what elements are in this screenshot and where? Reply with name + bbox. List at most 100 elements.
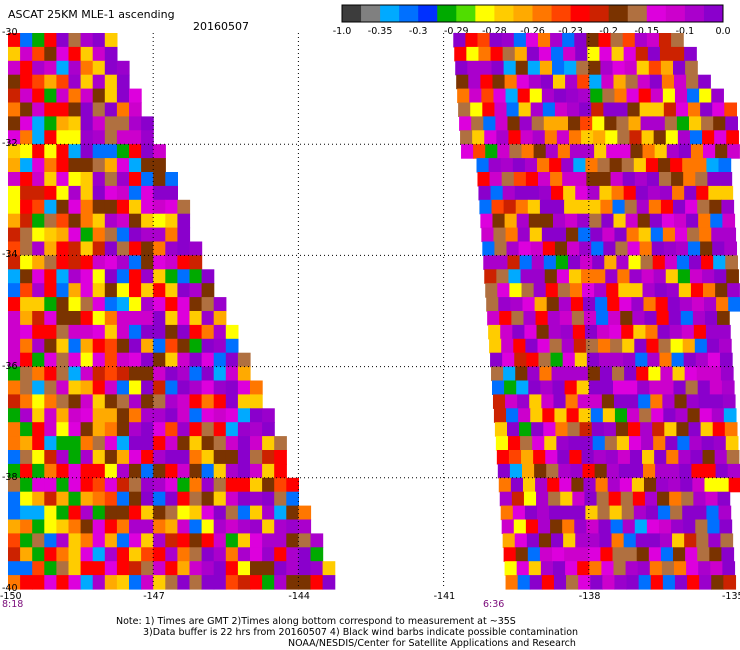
data-cell [472,130,485,145]
data-cell [517,227,531,243]
data-cell [141,185,154,201]
data-cell [497,463,511,479]
data-cell [32,158,45,173]
data-cell [20,185,33,201]
data-cell [262,575,275,590]
data-cell [116,172,130,187]
data-cell [8,74,21,90]
data-cell [8,241,21,256]
data-cell [672,185,685,201]
data-cell [32,172,45,187]
data-cell [573,505,587,521]
data-cell [572,491,586,507]
data-cell [129,380,142,395]
data-cell [237,519,251,534]
data-cell [129,547,142,562]
data-cell [56,199,70,215]
data-cell [104,46,118,62]
data-cell [717,491,731,507]
data-cell [32,561,45,576]
data-cell [237,533,251,548]
data-cell [704,311,718,326]
data-cell [32,227,45,243]
data-cell [8,46,21,62]
data-cell [592,116,605,131]
data-cell [602,408,616,423]
data-cell [456,74,469,90]
data-cell [594,144,607,159]
data-cell [201,450,215,465]
data-cell [20,199,33,215]
data-cell [129,227,142,243]
data-cell [550,519,563,534]
data-cell [597,324,610,340]
data-cell [626,575,640,590]
data-cell [116,130,130,145]
data-cell [522,297,536,312]
data-cell [80,311,94,326]
data-cell [32,505,45,521]
data-cell [20,561,33,576]
data-cell [619,297,632,312]
data-cell [521,283,535,298]
data-cell [92,33,106,48]
data-cell [80,338,94,354]
data-cell [80,436,94,451]
data-cell [189,519,203,534]
data-cell [622,519,636,534]
data-cell [520,130,534,145]
data-cell [618,463,632,479]
data-cell [573,158,587,173]
data-cell [707,352,721,368]
data-cell [680,311,694,326]
data-cell [491,366,504,382]
data-cell [129,158,142,173]
data-cell [68,561,82,576]
data-cell [44,422,57,437]
data-cell [32,255,45,270]
data-cell [488,158,502,173]
data-cell [92,491,106,507]
data-cell [720,366,734,382]
data-cell [639,408,652,423]
data-cell [141,463,154,479]
data-cell [80,102,94,117]
data-cell [92,352,106,368]
data-cell [710,561,723,576]
data-cell [544,130,558,145]
data-cell [116,561,130,576]
data-cell [141,422,154,437]
data-cell [550,33,563,48]
data-cell [476,158,490,173]
data-cell [561,505,574,521]
data-cell [44,172,57,187]
data-cell [673,74,687,90]
data-cell [643,463,656,479]
data-cell [189,491,203,507]
data-cell [621,324,634,340]
data-cell [635,533,649,548]
data-cell [586,352,600,368]
data-cell [598,519,612,534]
data-cell [484,269,497,284]
data-cell [201,394,215,409]
data-cell [298,547,312,562]
data-cell [153,519,166,534]
colorbar-swatch [627,5,648,22]
data-cell [521,450,534,465]
data-cell [153,380,166,395]
data-cell [630,463,644,479]
data-cell [560,324,574,340]
data-cell [662,394,676,409]
data-cell [715,463,729,479]
y-tick-label: -34 [2,249,18,261]
data-cell [68,366,82,382]
data-cell [656,477,669,493]
data-cell [177,199,191,215]
data-cell [80,491,94,507]
data-cell [237,505,251,521]
data-cell [20,394,33,409]
data-cell [552,199,565,215]
data-cell [250,547,263,562]
data-cell [612,366,625,382]
